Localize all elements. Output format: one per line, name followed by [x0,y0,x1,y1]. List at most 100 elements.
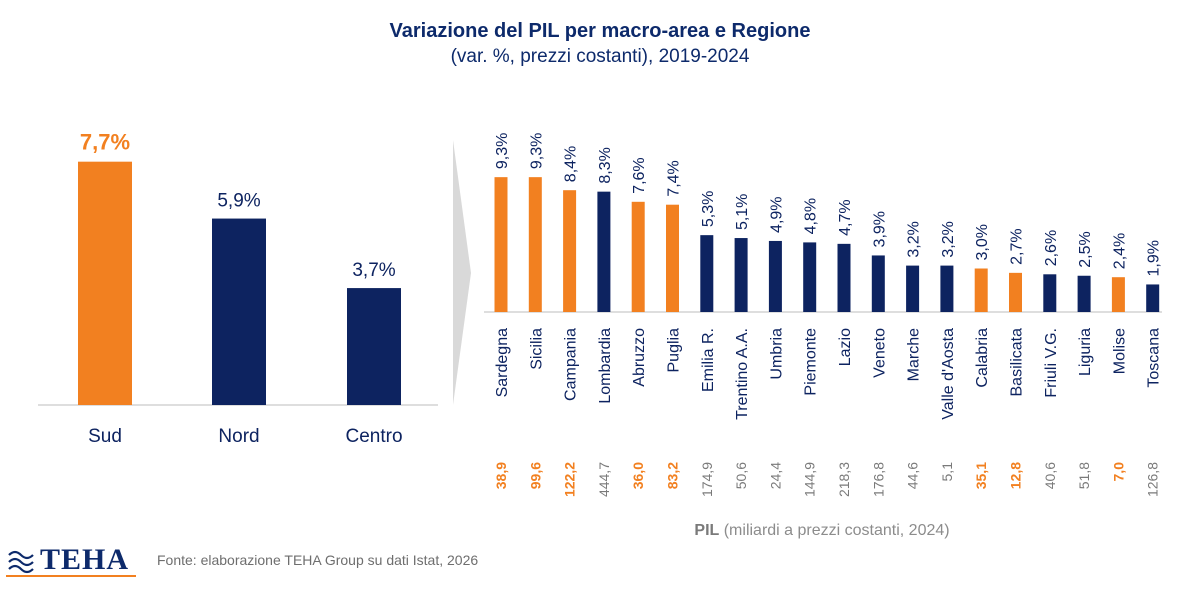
region-bar [597,191,611,312]
macro-category-label: Nord [218,426,259,447]
region-category-label: Piemonte [803,328,820,396]
region-pil-value: 218,3 [836,462,852,497]
region-category-label: Lazio [837,328,854,366]
region-category-label: Lombardia [597,328,614,404]
source-note: Fonte: elaborazione TEHA Group su dati I… [157,552,479,568]
region-category-label: Calabria [974,328,991,388]
region-data-label: 9,3% [494,133,511,169]
region-pil-value: 176,8 [870,462,886,497]
region-data-label: 4,7% [837,199,854,235]
macro-bar [347,288,401,405]
region-data-label: 8,3% [597,147,614,183]
macro-category-label: Centro [345,426,402,447]
macro-data-label: 3,7% [352,260,395,281]
region-pil-value: 444,7 [596,462,612,497]
region-bar [1009,272,1022,312]
region-bar [1111,277,1125,312]
region-pil-value: 144,9 [802,462,818,497]
region-category-label: Puglia [666,328,683,373]
region-pil-value: 12,8 [1008,462,1024,489]
region-data-label: 4,9% [768,196,785,232]
region-bar [768,240,782,312]
macro-category-label: Sud [88,426,122,447]
region-bar [734,238,748,312]
region-category-label: Sardegna [494,328,511,397]
region-bar [940,265,954,312]
region-data-label: 3,2% [906,221,923,257]
region-pil-value: 5,1 [939,462,955,482]
pil-axis-label-unit: (miliardi a prezzi costanti, 2024) [719,522,949,539]
region-data-label: 9,3% [528,133,545,169]
region-category-label: Campania [563,328,580,401]
region-bar [1043,274,1057,312]
region-bar [974,268,988,312]
teha-logo-underline [6,575,136,577]
region-data-label: 2,5% [1077,231,1094,267]
region-data-label: 8,4% [563,146,580,182]
region-data-label: 3,0% [974,224,991,260]
region-data-label: 7,6% [631,157,648,193]
macro-bar [212,218,266,405]
region-bar [871,255,885,312]
region-data-label: 5,3% [700,191,717,227]
region-data-label: 1,9% [1146,240,1163,276]
region-bar [666,204,679,312]
region-pil-value: 7,0 [1110,462,1126,482]
region-data-label: 4,8% [803,198,820,234]
region-category-label: Friuli V.G. [1043,328,1060,398]
region-data-label: 3,9% [871,211,888,247]
region-category-label: Marche [906,328,923,381]
arrow-shape [453,140,471,405]
region-bar [494,177,508,312]
region-pil-value: 99,6 [527,462,543,489]
region-pil-value: 35,1 [973,462,989,489]
region-pil-value: 24,4 [767,462,783,489]
region-pil-value: 83,2 [665,462,681,489]
region-data-label: 2,7% [1009,228,1026,264]
region-category-label: Emilia R. [700,328,717,392]
region-bar [1146,284,1160,312]
region-category-label: Umbria [768,328,785,380]
region-pil-value: 51,8 [1076,462,1092,489]
region-pil-value: 50,6 [733,462,749,489]
pil-axis-label: PIL (miliardi a prezzi costanti, 2024) [694,522,949,539]
region-bar [528,177,542,312]
region-data-label: 2,4% [1111,233,1128,269]
region-bar [631,201,645,312]
region-bar [1077,275,1091,312]
teha-logo-icon [8,550,34,574]
region-bar [563,190,577,312]
region-pil-value: 122,2 [562,462,578,497]
pil-axis-label-bold: PIL [694,522,719,539]
macro-data-label: 7,7% [80,130,130,155]
region-data-label: 3,2% [940,221,957,257]
macro-bar [78,161,132,405]
region-pil-value: 126,8 [1145,462,1161,497]
region-category-label: Veneto [871,328,888,378]
region-bar [906,265,920,312]
region-category-label: Trentino A.A. [734,328,751,420]
teha-logo-text: TEHA [40,543,130,576]
region-pil-value: 38,9 [493,462,509,489]
region-data-label: 7,4% [666,160,683,196]
region-category-label: Abruzzo [631,328,648,387]
chart-title: Variazione del PIL per macro-area e Regi… [389,20,811,42]
region-category-label: Valle d'Aosta [940,328,957,420]
region-bar [837,243,851,312]
region-pil-value: 36,0 [630,462,646,489]
region-category-label: Basilicata [1009,328,1026,397]
region-data-label: 2,6% [1043,230,1060,266]
region-category-label: Liguria [1077,328,1094,376]
chart-header: Variazione del PIL per macro-area e Regi… [0,18,1200,70]
region-pil-value: 40,6 [1042,462,1058,489]
region-bar [803,242,817,312]
region-data-label: 5,1% [734,194,751,230]
region-category-label: Molise [1111,328,1128,374]
chart-subtitle: (var. %, prezzi costanti), 2019-2024 [450,46,750,67]
region-category-label: Sicilia [528,328,545,370]
region-pil-value: 174,9 [699,462,715,497]
region-bar [700,235,714,312]
region-category-label: Toscana [1146,328,1163,388]
region-pil-value: 44,6 [905,462,921,489]
